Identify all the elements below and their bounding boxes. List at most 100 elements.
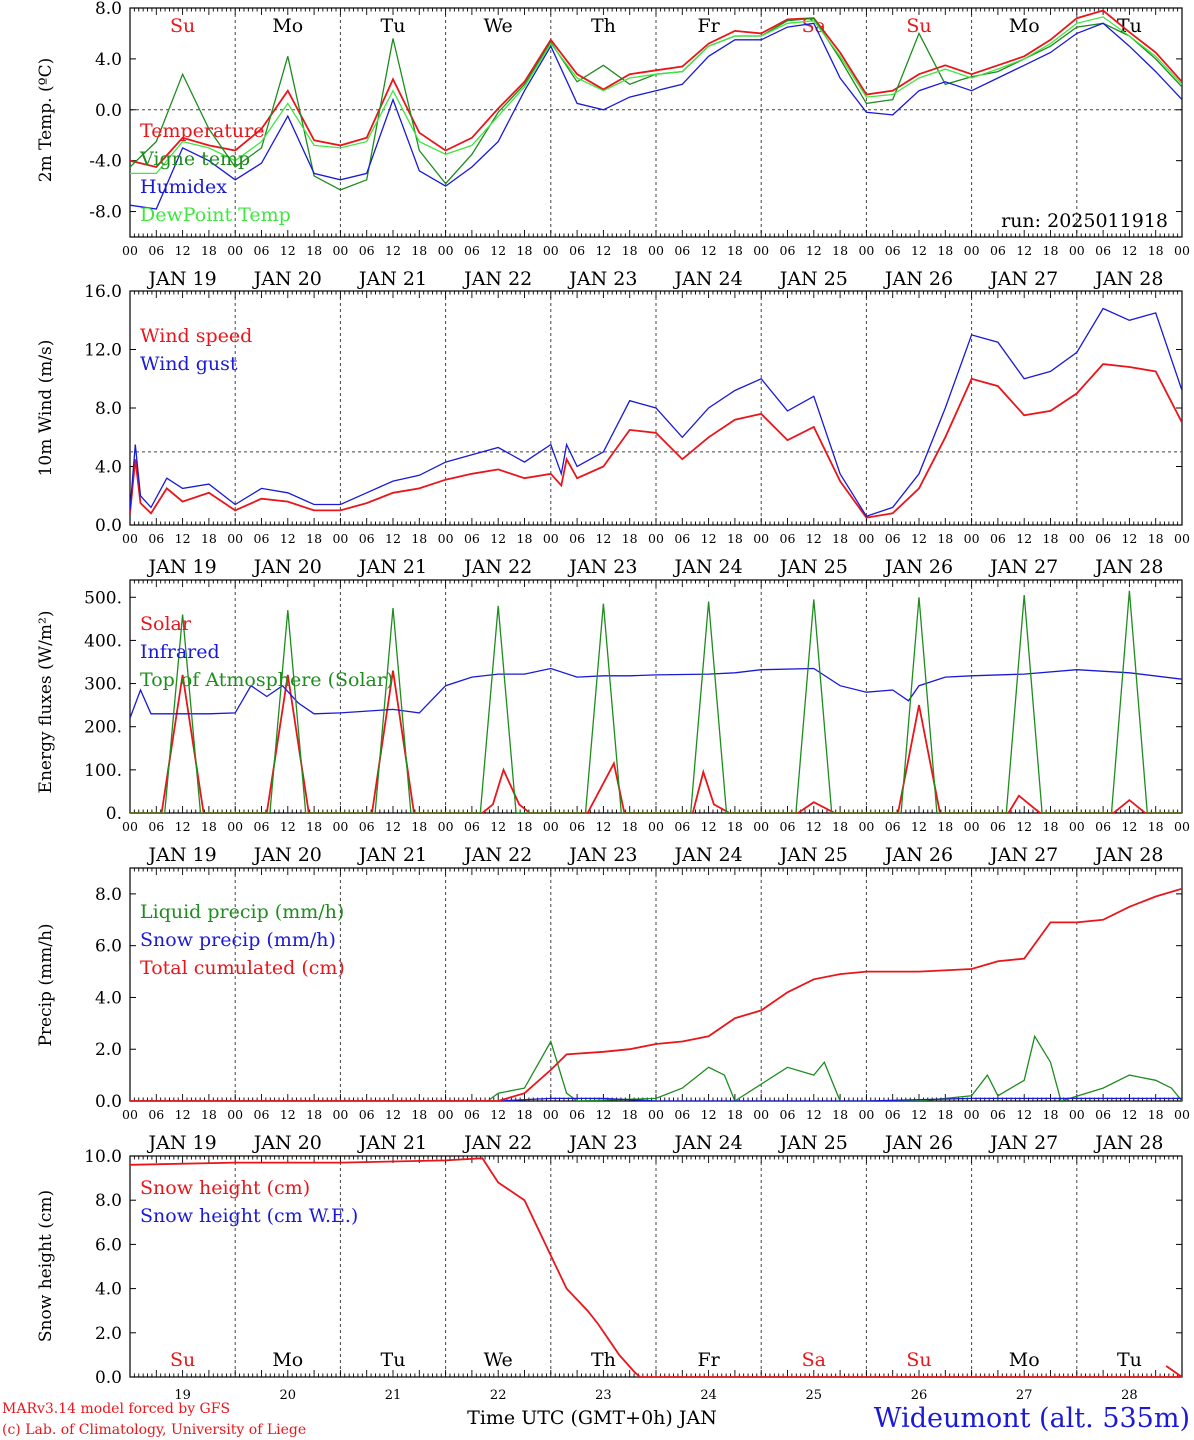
day-label: JAN 27	[988, 556, 1058, 578]
hour-label: 12	[385, 531, 401, 546]
hour-label: 12	[490, 819, 506, 834]
time-axis-title: Time UTC (GMT+0h) JAN	[467, 1407, 717, 1429]
hour-label: 06	[464, 1107, 480, 1122]
hour-label: 00	[1069, 1107, 1085, 1122]
y-tick-label: 4.0	[95, 1280, 122, 1300]
y-tick-label: 0.0	[95, 1368, 122, 1388]
day-number: 23	[595, 1388, 612, 1403]
hour-label: 18	[1043, 243, 1059, 258]
weekday-label: Su	[906, 15, 931, 37]
hour-label: 00	[964, 1107, 980, 1122]
hour-label: 12	[595, 819, 611, 834]
hour-label: 12	[806, 243, 822, 258]
hour-label: 00	[1069, 243, 1085, 258]
y-tick-label: 0.0	[95, 1092, 122, 1112]
hour-label: 12	[911, 243, 927, 258]
hour-label: 00	[227, 819, 243, 834]
hour-label: 18	[937, 531, 953, 546]
hour-label: 00	[543, 819, 559, 834]
hour-label: 18	[1148, 1107, 1164, 1122]
hour-label: 18	[201, 819, 217, 834]
y-tick-label: 0.0	[95, 516, 122, 536]
hour-label: 18	[201, 531, 217, 546]
hour-label: 06	[569, 819, 585, 834]
y-tick-label: 2.0	[95, 1040, 122, 1060]
day-label: JAN 25	[778, 1132, 848, 1154]
y-axis-label: 10m Wind (m/s)	[36, 340, 56, 477]
y-tick-label: 4.0	[95, 458, 122, 478]
legend-entry: Vigne temp	[139, 148, 250, 170]
hour-label: 00	[964, 819, 980, 834]
day-label: JAN 25	[778, 268, 848, 290]
hour-label: 06	[674, 531, 690, 546]
hour-label: 12	[280, 531, 296, 546]
hour-label: 18	[517, 531, 533, 546]
day-label: JAN 23	[567, 268, 637, 290]
day-label: JAN 26	[883, 844, 953, 866]
hour-label: 12	[175, 243, 191, 258]
y-tick-label: 4.0	[95, 988, 122, 1008]
hour-label: 06	[780, 819, 796, 834]
hour-label: 00	[648, 531, 664, 546]
series-line	[130, 887, 1182, 1101]
hour-label: 18	[937, 1107, 953, 1122]
hour-label: 00	[858, 243, 874, 258]
hour-label: 00	[332, 243, 348, 258]
hour-label: 06	[254, 1107, 270, 1122]
hour-label: 18	[517, 243, 533, 258]
hour-label: 18	[832, 531, 848, 546]
hour-label: 00	[122, 819, 138, 834]
hour-label: 18	[832, 819, 848, 834]
hour-label: 00	[227, 243, 243, 258]
lab-credit: (c) Lab. of Climatology, University of L…	[2, 1422, 306, 1438]
y-tick-label: 200.	[84, 718, 122, 738]
weekday-label: Tu	[381, 1349, 406, 1371]
hour-label: 06	[569, 531, 585, 546]
hour-label: 12	[1016, 243, 1032, 258]
weekday-label: Th	[591, 1349, 616, 1371]
hour-label: 00	[858, 819, 874, 834]
weekday-label: Mo	[272, 15, 303, 37]
hour-label: 12	[1016, 531, 1032, 546]
weekday-label: Su	[170, 15, 195, 37]
legend-entry: Solar	[140, 613, 192, 635]
hour-label: 00	[122, 531, 138, 546]
y-tick-label: 100.	[84, 761, 122, 781]
hour-label: 00	[543, 243, 559, 258]
hour-label: 00	[438, 243, 454, 258]
day-number: 21	[385, 1388, 402, 1403]
y-axis-label: Precip (mm/h)	[36, 923, 56, 1046]
day-label: JAN 24	[673, 1132, 743, 1154]
hour-label: 18	[832, 243, 848, 258]
y-tick-label: -8.0	[89, 203, 122, 223]
hour-label: 06	[359, 819, 375, 834]
panel-2: 16.0 12.0 8.0 4.0 0.0 10m Wind (m/s) 00 06 12 18 0…	[36, 282, 1190, 578]
hour-label: 12	[280, 1107, 296, 1122]
hour-label: 18	[937, 243, 953, 258]
y-tick-label: 0.	[106, 804, 122, 824]
hour-label: 18	[832, 1107, 848, 1122]
series-line	[130, 1034, 1182, 1101]
hour-label: 12	[1016, 819, 1032, 834]
weekday-label: Mo	[272, 1349, 303, 1371]
weekday-label: Mo	[1009, 1349, 1040, 1371]
hour-label: 00	[648, 1107, 664, 1122]
weekday-label: Th	[591, 15, 616, 37]
hour-label: 00	[1174, 1107, 1190, 1122]
hour-label: 06	[990, 531, 1006, 546]
day-label: JAN 28	[1093, 1132, 1163, 1154]
y-tick-label: 2.0	[95, 1324, 122, 1344]
series-line	[130, 363, 1182, 519]
hour-label: 00	[227, 531, 243, 546]
series-line	[130, 1097, 1182, 1101]
hour-label: 00	[332, 1107, 348, 1122]
hour-label: 18	[727, 819, 743, 834]
hour-label: 18	[411, 243, 427, 258]
hour-label: 12	[1121, 243, 1137, 258]
hour-label: 06	[569, 1107, 585, 1122]
weekday-label: Su	[906, 1349, 931, 1371]
day-label: JAN 25	[778, 556, 848, 578]
y-tick-label: 8.0	[95, 885, 122, 905]
legend-entry: Top of Atmosphere (Solar)	[140, 669, 393, 691]
